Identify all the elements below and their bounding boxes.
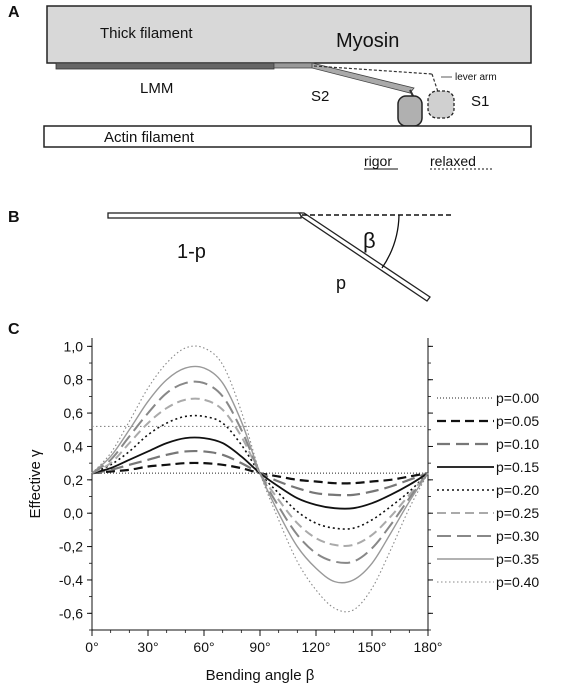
lmm-segment [55,62,275,70]
lever-arm-relaxed [431,73,439,93]
legend-label: p=0.35 [496,551,539,567]
actin-filament [43,125,532,148]
legend-label: p=0.25 [496,505,539,521]
thick-filament-label: Thick filament [100,25,193,42]
y-tick-label: 0,6 [64,405,84,421]
x-axis-label: Bending angle β [206,667,315,684]
y-tick-label: -0,4 [59,572,83,588]
s1-rigor-head [397,95,423,127]
y-tick-label: 0,8 [64,372,84,388]
y-axis-label: Effective γ [27,449,44,518]
legend: p=0.00 p=0.05 p=0.10 p=0.15 p=0.20 p=0.25 p=0.… [437,390,539,590]
segment-2-label: p [336,273,346,293]
panel-b-label: B [8,209,20,226]
x-tick-label: 30° [137,639,158,655]
x-tick-label: 90° [249,639,270,655]
lever-arm-label: lever arm [455,72,497,83]
series-lines [91,345,429,613]
axis-ticks: 1,0 0,8 0,6 0,4 0,2 0,0 -0,2 -0,4 -0,6 0° 30° 60° 90… [59,338,443,655]
rod-segment-2 [297,212,431,302]
y-tick-label: -0,2 [59,539,83,555]
legend-label: p=0.15 [496,459,539,475]
chart: 1,0 0,8 0,6 0,4 0,2 0,0 -0,2 -0,4 -0,6 0° 30° 60° 90… [27,338,539,684]
plot-frame [91,338,429,631]
angle-beta-label: β [363,228,376,253]
legend-label: p=0.40 [496,574,539,590]
x-tick-label: 60° [193,639,214,655]
y-tick-label: 0,0 [64,505,84,521]
angle-arc [381,214,400,269]
series-line-7 [91,365,429,584]
x-tick-label: 150° [358,639,387,655]
series-line-6 [91,380,429,564]
segment-1-label: 1-p [177,241,206,263]
x-tick-label: 120° [302,639,331,655]
series-line-8 [91,345,429,613]
x-tick-label: 180° [414,639,443,655]
s2-segment [273,62,315,69]
legend-label: p=0.20 [496,482,539,498]
thick-filament [46,5,532,64]
myosin-label: Myosin [336,30,399,52]
actin-filament-label: Actin filament [104,129,195,146]
y-tick-label: 1,0 [64,338,84,354]
lmm-label: LMM [140,80,173,97]
legend-label: p=0.10 [496,436,539,452]
legend-label: p=0.00 [496,390,539,406]
series-line-5 [91,397,429,547]
legend-label: p=0.30 [496,528,539,544]
relaxed-label: relaxed [430,153,476,169]
rigor-label: rigor [364,153,392,169]
s2-rigor-arm [311,62,415,94]
panel-b: B 1-p p β [8,209,452,302]
panel-a-label: A [8,4,20,21]
s1-relaxed-head [427,90,455,119]
panel-c-label: C [8,321,20,338]
y-tick-label: 0,4 [64,438,84,454]
s1-label: S1 [471,93,489,110]
y-tick-label: -0,6 [59,605,83,621]
rod-segment-1 [107,212,302,219]
legend-label: p=0.05 [496,413,539,429]
s2-label: S2 [311,88,329,105]
panel-a: A Thick filament Myosin lever arm LMM S2… [8,4,532,170]
x-tick-label: 0° [85,639,98,655]
y-tick-label: 0,2 [64,472,84,488]
panel-c: C 1,0 0,8 0,6 0,4 0,2 0,0 -0,2 -0,4 -0,6 0° 30° 60°… [8,321,539,684]
